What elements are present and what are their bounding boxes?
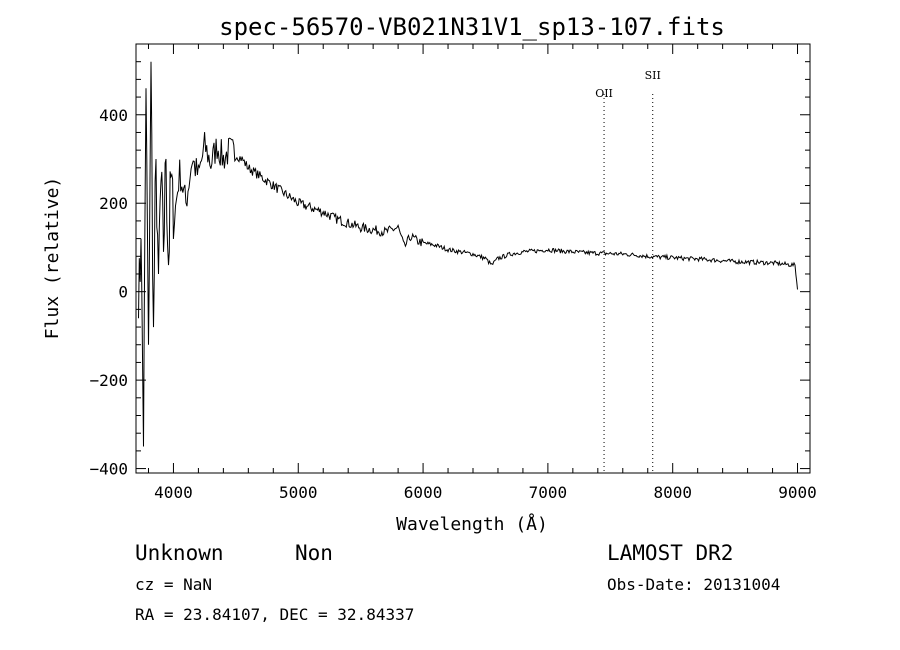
y-tick-label: 200: [99, 194, 128, 213]
x-tick-labels: 4000 5000 6000 7000 8000 9000: [154, 483, 817, 502]
y-tick-label: −200: [89, 371, 128, 390]
subclass: Non: [295, 541, 333, 565]
emission-lines: OII SII: [595, 69, 661, 473]
chart-title: spec-56570-VB021N31V1_sp13-107.fits: [219, 13, 725, 41]
emission-line-label: SII: [645, 69, 661, 82]
y-tick-label: −400: [89, 460, 128, 479]
survey-name: LAMOST DR2: [607, 541, 733, 565]
y-tick-label: 400: [99, 106, 128, 125]
x-axis-label: Wavelength (Å): [396, 513, 548, 535]
plot-frame: [135, 43, 811, 474]
obs-date: Obs-Date: 20131004: [607, 575, 780, 594]
axis-ticks: [136, 44, 810, 473]
spectrum-series: [138, 61, 798, 447]
classification: Unknown: [135, 541, 224, 565]
y-axis-label: Flux (relative): [42, 177, 63, 340]
x-tick-label: 4000: [154, 483, 193, 502]
x-tick-label: 9000: [778, 483, 817, 502]
redshift-cz: cz = NaN: [135, 575, 212, 594]
x-tick-label: 8000: [653, 483, 692, 502]
x-tick-label: 7000: [529, 483, 568, 502]
x-tick-label: 5000: [279, 483, 318, 502]
spectrum-line: [138, 61, 798, 447]
emission-line-label: OII: [595, 87, 613, 100]
y-tick-label: 0: [118, 283, 128, 302]
ra-dec-coords: RA = 23.84107, DEC = 32.84337: [135, 605, 414, 624]
x-tick-label: 6000: [404, 483, 443, 502]
y-tick-labels: −400 −200 0 200 400: [89, 106, 128, 479]
